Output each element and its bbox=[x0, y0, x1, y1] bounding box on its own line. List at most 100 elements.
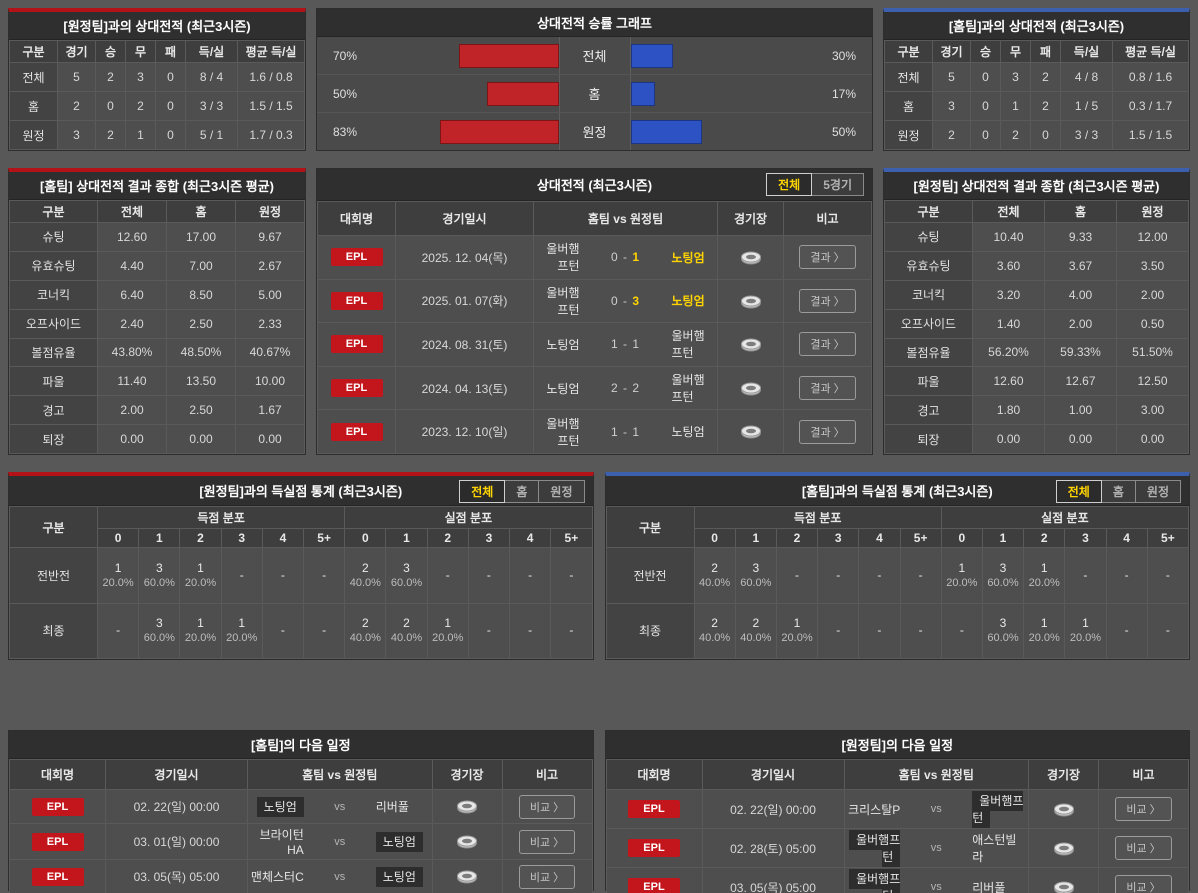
result-button[interactable]: 결과 〉 bbox=[799, 419, 856, 444]
compare-button[interactable]: 비교 〉 bbox=[1115, 797, 1172, 821]
cell: 59.33% bbox=[1044, 337, 1117, 368]
stadium-icon[interactable] bbox=[1053, 841, 1075, 856]
cell: 1 bbox=[125, 120, 156, 150]
stadium-icon[interactable] bbox=[740, 250, 762, 265]
tab-5games[interactable]: 5경기 bbox=[811, 173, 864, 196]
cell: 0.00 bbox=[1044, 424, 1117, 454]
league-cell: EPL bbox=[9, 823, 106, 860]
cell: 56.20% bbox=[972, 337, 1045, 368]
vs-label: vs bbox=[334, 835, 346, 848]
col-header: 득/실 bbox=[185, 40, 238, 63]
col-header: 경기일시 bbox=[701, 759, 845, 790]
row-label: 코너킥 bbox=[9, 279, 98, 310]
stadium-cell bbox=[717, 322, 784, 367]
col-header: 3 bbox=[220, 528, 263, 548]
league-badge: EPL bbox=[330, 291, 383, 310]
table-row: 전체 5 2 3 0 8 / 4 1.6 / 0.8 bbox=[9, 62, 305, 92]
cell: - bbox=[858, 602, 901, 659]
compare-cell: 비교 〉 bbox=[501, 789, 593, 824]
cell: 0.00 bbox=[972, 424, 1045, 454]
cell: 1 20.0% bbox=[1064, 602, 1107, 659]
result-cell: 결과 〉 bbox=[783, 409, 872, 454]
cell: 10.00 bbox=[235, 366, 305, 397]
table-row: 유효슈팅 3.60 3.67 3.50 bbox=[884, 250, 1189, 281]
home-goals: 1 bbox=[610, 424, 619, 439]
stadium-icon[interactable] bbox=[1053, 880, 1075, 893]
cell: 12.50 bbox=[1116, 366, 1189, 397]
stadium-icon[interactable] bbox=[1053, 802, 1075, 817]
col-header: 전체 bbox=[97, 200, 167, 223]
row-label: 퇴장 bbox=[9, 424, 98, 454]
panel-title: [원정팀]과의 득실점 통계 (최근3시즌) 전체 홈 원정 bbox=[9, 476, 593, 506]
compare-button[interactable]: 비교 〉 bbox=[1115, 836, 1172, 860]
home-goals: 2 bbox=[610, 381, 619, 396]
stadium-icon[interactable] bbox=[740, 381, 762, 396]
cell: 3.00 bbox=[1116, 395, 1189, 426]
table-header-row: 대회명 경기일시 홈팀 vs 원정팀 경기장 비고 bbox=[605, 759, 1189, 790]
home-team-name: 노팅엄 bbox=[250, 797, 318, 817]
table-row: 전반전 2 40.0% 3 60.0% - - - - 1 20.0% 3 60.0% … bbox=[605, 547, 1190, 604]
score-separator: - bbox=[623, 337, 628, 352]
compare-button[interactable]: 비교 〉 bbox=[518, 864, 576, 889]
cell: - bbox=[303, 547, 346, 604]
home-goals: 0 bbox=[610, 250, 619, 265]
tab-home[interactable]: 홈 bbox=[504, 480, 540, 503]
right-percent-label: 30% bbox=[831, 48, 856, 63]
panel-goal-stats-vs-away: [원정팀]과의 득실점 통계 (최근3시즌) 전체 홈 원정 구분 득점 분포 … bbox=[8, 472, 594, 660]
cell: 2 bbox=[95, 62, 126, 92]
row-label: 유효슈팅 bbox=[884, 250, 973, 281]
goal-stats-table: 구분 득점 분포 실점 분포 0 1 2 3 4 5+ 0 1 2 3 4 5+ 전반전 2 40.0… bbox=[605, 506, 1190, 659]
cell: 2 bbox=[125, 91, 156, 121]
cell: 0 bbox=[155, 91, 186, 121]
stadium-icon[interactable] bbox=[740, 337, 762, 352]
compare-button[interactable]: 비교 〉 bbox=[1115, 875, 1172, 893]
stadium-icon[interactable] bbox=[456, 869, 478, 884]
result-button[interactable]: 결과 〉 bbox=[799, 332, 856, 357]
match-date: 2024. 08. 31(토) bbox=[395, 322, 534, 367]
league-cell: EPL bbox=[9, 789, 106, 824]
chart-category-label: 홈 bbox=[558, 75, 631, 112]
panel-title: [홈팀]의 다음 일정 bbox=[9, 731, 593, 759]
league-cell: EPL bbox=[317, 365, 396, 411]
away-team-name: 노팅엄 bbox=[362, 832, 430, 852]
result-button[interactable]: 결과 〉 bbox=[799, 245, 856, 270]
tab-all[interactable]: 전체 bbox=[1055, 480, 1102, 503]
match-date: 2023. 12. 10(일) bbox=[395, 409, 534, 454]
result-button[interactable]: 결과 〉 bbox=[799, 288, 856, 313]
goal-stats-table: 구분 득점 분포 실점 분포 0 1 2 3 4 5+ 0 1 2 3 4 5+ 전반전 1 20.0… bbox=[9, 506, 593, 659]
tab-all[interactable]: 전체 bbox=[459, 480, 506, 503]
result-button[interactable]: 결과 〉 bbox=[799, 376, 856, 401]
blue-bar bbox=[630, 81, 655, 106]
stadium-cell bbox=[1028, 789, 1099, 829]
tab-away[interactable]: 원정 bbox=[538, 480, 585, 503]
cell: 0.00 bbox=[1116, 424, 1189, 454]
compare-button[interactable]: 비교 〉 bbox=[518, 794, 576, 819]
cell: 3 60.0% bbox=[385, 547, 428, 604]
cell: 1 bbox=[1000, 91, 1031, 121]
home-team-name: 울버햄프턴 bbox=[546, 285, 580, 317]
compare-button[interactable]: 비교 〉 bbox=[518, 829, 576, 854]
row-label: 경고 bbox=[884, 395, 973, 426]
table-header-row: 구분 전체 홈 원정 bbox=[884, 200, 1189, 223]
cell: 48.50% bbox=[166, 337, 236, 368]
match-row: EPL 2025. 01. 07(화) 울버햄프턴 0 - 3 노팅엄 bbox=[317, 278, 872, 324]
cell: - bbox=[550, 547, 593, 604]
col-header: 승 bbox=[970, 40, 1001, 63]
cell: 1.6 / 0.8 bbox=[237, 62, 305, 92]
col-header: 원정 bbox=[1116, 200, 1189, 223]
stadium-icon[interactable] bbox=[456, 799, 478, 814]
tab-home[interactable]: 홈 bbox=[1100, 480, 1136, 503]
tab-away[interactable]: 원정 bbox=[1134, 480, 1181, 503]
match-date: 2025. 12. 04(목) bbox=[395, 235, 534, 280]
cell: - bbox=[509, 547, 552, 604]
stadium-cell bbox=[431, 823, 503, 860]
stadium-icon[interactable] bbox=[740, 424, 762, 439]
tab-all[interactable]: 전체 bbox=[766, 173, 813, 196]
cell: - bbox=[1146, 547, 1190, 604]
cell: 6.40 bbox=[97, 279, 167, 310]
match-teams: 브라이턴HA vs 노팅엄 bbox=[247, 823, 433, 860]
stadium-icon[interactable] bbox=[456, 834, 478, 849]
cell: 0 bbox=[970, 120, 1001, 150]
stadium-icon[interactable] bbox=[740, 294, 762, 309]
cell: 0 bbox=[155, 120, 186, 150]
